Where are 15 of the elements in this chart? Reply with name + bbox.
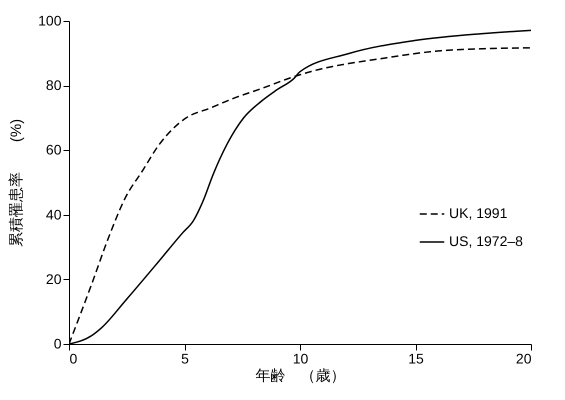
y-tick-label: 80 — [46, 77, 62, 94]
x-tick-label: 0 — [70, 350, 78, 366]
x-tick-label: 5 — [181, 350, 190, 366]
y-tick-label: 0 — [54, 336, 62, 352]
y-axis-title: 累積罹患率 (%) — [8, 118, 26, 248]
y-tick-label: 40 — [46, 206, 62, 222]
x-tick-label: 10 — [292, 350, 308, 366]
x-axis-title: 年齢 （歳） — [256, 368, 346, 384]
x-tick-label: 20 — [516, 350, 532, 366]
y-tick-label: 100 — [38, 12, 62, 28]
y-tick-label: 20 — [46, 270, 62, 287]
legend-label: US, 1972–8 — [449, 233, 524, 249]
y-tick-label: 60 — [46, 142, 62, 158]
legend-label: UK, 1991 — [449, 205, 508, 221]
x-tick-label: 15 — [408, 350, 424, 366]
